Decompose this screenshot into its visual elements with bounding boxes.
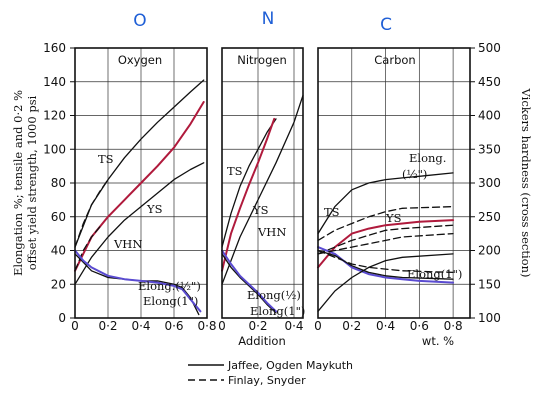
series-carbon-ys-highlight-2 — [317, 219, 455, 269]
left-tick-label: 80 — [51, 176, 66, 190]
x-tick-label-oxygen: 0·4 — [131, 319, 150, 333]
curve-label-nitrogen-0: TS — [227, 164, 243, 178]
curve-label-carbon-3: (½") — [402, 167, 427, 181]
x-tick-label-carbon: 0·4 — [376, 319, 395, 333]
panel-title-carbon: Carbon — [374, 53, 415, 67]
series-oxygen-elong-1-highlight-6 — [74, 249, 202, 313]
series-carbon-vhn-dashed-8 — [317, 232, 454, 255]
curve-label-oxygen-1: YS — [146, 202, 163, 216]
series-oxygen-vhn-solid-4 — [74, 162, 205, 285]
x-tick-label-carbon: 0·6 — [410, 319, 429, 333]
left-tick-label: 120 — [43, 109, 66, 123]
curve-label-carbon-1: YS — [385, 211, 402, 225]
curve-label-nitrogen-3: Elong(½) — [247, 288, 301, 302]
series-nitrogen-ts-solid-0 — [221, 118, 277, 248]
left-tick-label: 60 — [51, 210, 66, 224]
curve-label-carbon-0: TS — [324, 205, 340, 219]
left-axis-label-line2: offset yield strength, 1000 psi — [25, 95, 39, 270]
panel-frame-nitrogen — [221, 47, 304, 319]
curve-label-nitrogen-4: Elong(1") — [250, 304, 305, 318]
series-nitrogen-elong-solid-3 — [221, 253, 277, 314]
series-nitrogen-vhn-solid-2 — [221, 94, 304, 285]
panel-title-nitrogen: Nitrogen — [237, 53, 286, 67]
right-tick-label: 450 — [478, 75, 501, 89]
x-tick-label-carbon: 0 — [314, 319, 322, 333]
left-tick-label: 20 — [51, 277, 66, 291]
series-oxygen-ts-solid-0 — [74, 79, 205, 248]
x-tick-label-carbon: 0·8 — [444, 319, 463, 333]
series-carbon-elong-dashed-4 — [317, 249, 454, 274]
panel-title-oxygen: Oxygen — [118, 53, 162, 67]
curve-label-carbon-4: Elong(1") — [407, 267, 462, 281]
right-tick-label: 400 — [478, 109, 501, 123]
curve-label-oxygen-3: Elong.(½") — [138, 279, 201, 293]
series-carbon-elong-1-solid-6 — [317, 249, 454, 280]
series-nitrogen-ys-highlight-1 — [221, 117, 276, 272]
legend-entry-jaffee: Jaffee, Ogden Maykuth — [227, 359, 353, 372]
left-tick-label: 160 — [43, 41, 66, 55]
x-tick-label-oxygen: 0 — [71, 319, 79, 333]
left-tick-label: 100 — [43, 142, 66, 156]
right-tick-label: 100 — [478, 311, 501, 325]
series-carbon-ts-solid-0 — [317, 172, 454, 235]
right-tick-label: 150 — [478, 277, 501, 291]
header-letter-carbon: C — [380, 15, 392, 35]
legend: Jaffee, Ogden Maykuth Finlay, Snyder — [188, 359, 353, 387]
curve-label-oxygen-4: Elong(1") — [143, 294, 198, 308]
x-tick-label-nitrogen: 0·2 — [248, 319, 267, 333]
x-tick-label-oxygen: 0·6 — [164, 319, 183, 333]
left-tick-label: 0 — [58, 311, 66, 325]
right-tick-label: 300 — [478, 176, 501, 190]
curve-label-carbon-2: Elong. — [409, 151, 446, 165]
header-letter-oxygen: O — [133, 11, 146, 31]
legend-entry-finlay: Finlay, Snyder — [228, 374, 306, 387]
right-tick-label: 250 — [478, 210, 501, 224]
series-carbon-vhn-solid-7 — [317, 253, 454, 312]
series-oxygen-ys-dashed-3 — [74, 226, 101, 272]
panel-frame-oxygen — [74, 47, 208, 319]
curve-label-nitrogen-2: VHN — [257, 225, 286, 239]
series-carbon-elong-1-highlight-5 — [317, 246, 455, 284]
x-tick-label-nitrogen: 0 — [218, 319, 226, 333]
curve-label-nitrogen-1: YS — [252, 203, 269, 217]
right-tick-label: 350 — [478, 142, 501, 156]
x-axis-label: Addition — [238, 334, 286, 348]
left-tick-label: 140 — [43, 75, 66, 89]
series-oxygen-ts-dashed-1 — [74, 178, 109, 248]
curve-label-oxygen-0: TS — [98, 152, 114, 166]
x-tick-label-oxygen: 0·2 — [98, 319, 117, 333]
right-tick-label: 500 — [478, 41, 501, 55]
x-axis-unit: wt. % — [422, 334, 454, 348]
curve-label-oxygen-2: VHN — [113, 237, 142, 251]
header-letter-nitrogen: N — [262, 9, 275, 29]
panel-frame-carbon — [317, 47, 471, 319]
series-carbon-ts-dashed-1 — [317, 205, 454, 242]
right-axis-label: Vickers hardness (cross section) — [519, 88, 533, 278]
left-axis-label-line1: Elongation %; tensile and 0·2 % — [11, 90, 25, 276]
series-carbon-ys-dashed-3 — [317, 224, 454, 255]
series-nitrogen-elong-1-highlight-4 — [221, 249, 277, 313]
x-tick-label-carbon: 0·2 — [342, 319, 361, 333]
x-tick-label-oxygen: 0·8 — [197, 319, 216, 333]
left-tick-label: 40 — [51, 244, 66, 258]
right-tick-label: 200 — [478, 244, 501, 258]
x-tick-label-nitrogen: 0·4 — [284, 319, 303, 333]
